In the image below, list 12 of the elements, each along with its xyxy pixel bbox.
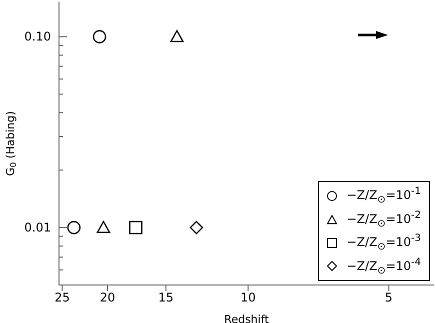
- x-tick-label: 15: [158, 290, 174, 305]
- x-tick-label: 20: [100, 290, 116, 305]
- legend-label: −Z/Z$_{⊙}$=10$^{-3}$: [346, 232, 421, 255]
- y-tick-label: 0.10: [24, 30, 51, 44]
- legend-label: −Z/Z$_{⊙}$=10$^{-2}$: [346, 208, 421, 232]
- x-axis-title: Redshift: [224, 313, 270, 323]
- legend-label: −Z/Z$_{⊙}$=10$^{-1}$: [346, 185, 421, 208]
- x-tick-label: 5: [384, 290, 393, 305]
- legend-label: −Z/Z$_{⊙}$=10$^{-4}$: [346, 256, 421, 278]
- x-tick-label: 25: [54, 290, 70, 305]
- y-tick-label: 0.01: [24, 220, 51, 235]
- x-tick-label: 10: [240, 290, 256, 305]
